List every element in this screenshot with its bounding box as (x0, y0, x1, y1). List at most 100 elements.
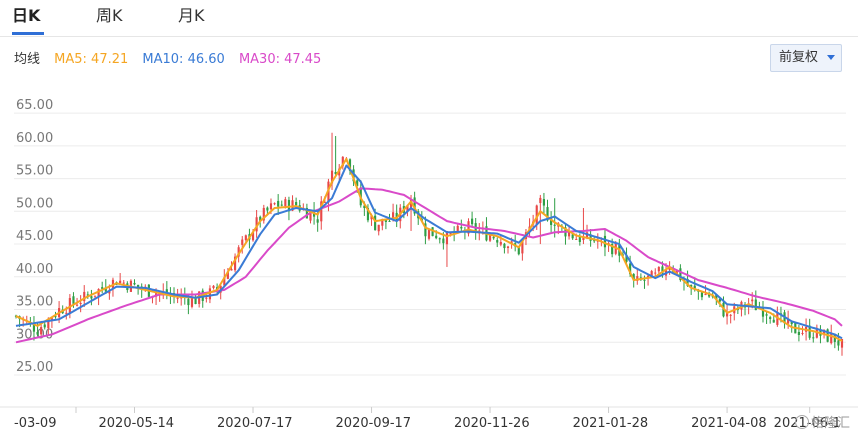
candle-body (812, 337, 815, 339)
candle-body (776, 312, 779, 325)
candle-body (657, 267, 660, 272)
y-tick-label: 35.00 (16, 295, 53, 310)
candle-body (205, 297, 208, 299)
candle-body (837, 340, 840, 346)
candle-body (575, 238, 578, 240)
candle-body (708, 293, 711, 297)
candle-body (75, 304, 79, 306)
candle-body (295, 202, 298, 206)
price-adjust-dropdown[interactable]: 前复权 (770, 44, 842, 72)
candle-body (323, 201, 326, 203)
candle-body (646, 275, 650, 278)
candle-body (374, 215, 377, 231)
candle-body (567, 232, 571, 237)
watermark: 格隆汇 (794, 412, 850, 431)
candle-body (277, 200, 280, 207)
candle-body (503, 243, 506, 249)
candle-body (237, 247, 240, 257)
y-axis: 25.00 30.00 35.00 40.00 45.00 50.00 55.00 60.00… (16, 98, 53, 375)
candle-body (654, 272, 657, 274)
candle-body (546, 207, 549, 221)
candle-body (830, 333, 833, 344)
candle-body (388, 220, 391, 222)
candle-body (330, 170, 334, 184)
candle-body (83, 291, 86, 302)
candle-body (496, 240, 499, 243)
candle-body (686, 278, 689, 286)
candle-body (381, 218, 384, 226)
candle-body (675, 270, 678, 274)
candle-body (765, 314, 768, 316)
watermark-text: 格隆汇 (810, 416, 850, 431)
candle-body (506, 246, 510, 248)
candle-body (625, 254, 628, 262)
y-tick-label: 65.00 (16, 98, 53, 113)
candle-body (492, 236, 495, 239)
candle-body (32, 324, 36, 332)
candle-body (668, 267, 671, 270)
tab-week-k[interactable]: 周K (96, 6, 123, 25)
y-tick-label: 45.00 (16, 229, 53, 244)
ma-legend: 均线 MA5: 47.21 MA10: 46.60 MA30: 47.45 (14, 48, 331, 67)
tab-day-k[interactable]: 日K (12, 6, 41, 25)
y-tick-label: 55.00 (16, 164, 53, 179)
candle-body (230, 269, 233, 271)
candle-body (316, 219, 319, 223)
candle-body (194, 296, 197, 305)
candle-body (284, 199, 287, 207)
tab-month-k[interactable]: 月K (178, 6, 205, 25)
candle-body (104, 287, 107, 292)
chevron-down-icon (827, 55, 835, 60)
candle-body (553, 224, 556, 226)
y-tick-label: 60.00 (16, 131, 53, 146)
candle-body (366, 208, 370, 221)
candle-body (467, 221, 470, 234)
candle-body (208, 288, 212, 300)
candle-body (176, 297, 179, 299)
candle-body (801, 332, 804, 334)
y-tick-label: 40.00 (16, 262, 53, 277)
legend-ma30: MA30: 47.45 (238, 52, 322, 67)
candle-body (424, 223, 427, 237)
kline-chart: 25.00 30.00 35.00 40.00 45.00 50.00 55.00 60.00… (0, 98, 858, 431)
period-tabs: 日K 周K 月K (0, 0, 858, 37)
candle-body (72, 296, 75, 304)
candle-body (499, 241, 502, 245)
ma-lines (15, 157, 843, 344)
candle-body (233, 256, 237, 271)
candle-body (226, 271, 229, 279)
candle-body (729, 314, 732, 316)
y-tick-label: 30.00 (16, 327, 53, 342)
candle-body (718, 298, 721, 302)
candle-body (50, 318, 53, 320)
candle-body (435, 235, 438, 239)
candle-body (643, 279, 646, 281)
candle-body (108, 291, 111, 294)
candle-body (690, 284, 693, 287)
candle-body (603, 235, 607, 248)
candle-body (517, 246, 520, 255)
candle-body (715, 294, 718, 300)
y-tick-label: 25.00 (16, 360, 53, 375)
candle-body (790, 321, 793, 325)
candle-body (409, 199, 413, 208)
candle-body (273, 203, 276, 205)
legend-ma10: MA10: 46.60 (142, 52, 225, 67)
candle-body (833, 334, 836, 342)
candle-body (90, 296, 93, 299)
candle-body (133, 282, 136, 285)
candle-body (259, 216, 262, 222)
candle-body (761, 308, 765, 317)
candle-body (751, 299, 754, 302)
x-tick-label: 2020-05-14 (99, 416, 175, 431)
y-tick-label: 50.00 (16, 196, 53, 211)
chart-grid (0, 112, 858, 408)
x-tick-label: 2021-04-08 (691, 416, 767, 431)
candle-body (212, 285, 215, 289)
ma30-line (15, 187, 843, 344)
candle-body (704, 294, 707, 296)
active-tab-indicator (12, 32, 44, 35)
candle-body (456, 225, 459, 233)
candle-body (305, 207, 308, 219)
candle-body (840, 338, 844, 348)
